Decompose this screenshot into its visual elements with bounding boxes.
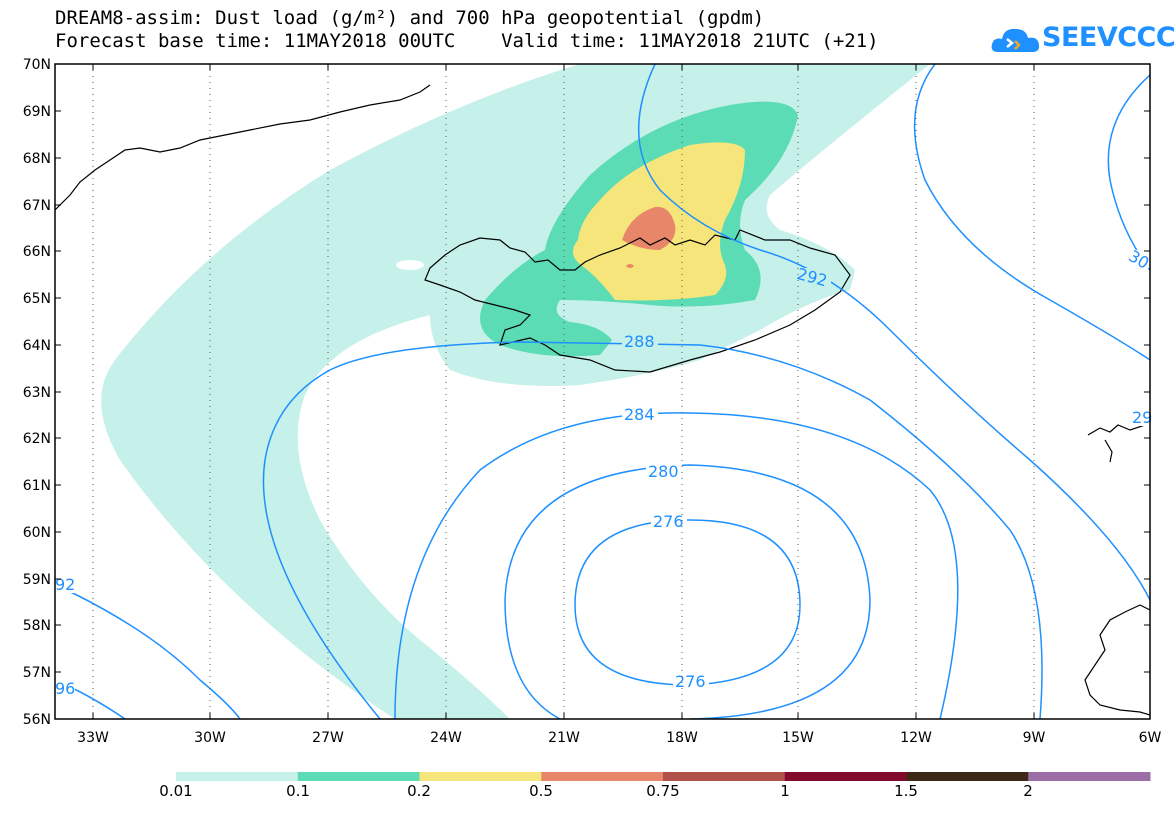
latitude-labels: 70N 69N 68N 67N 66N 65N 64N 63N 62N 61N … (23, 57, 51, 728)
lat-label: 57N (23, 665, 51, 681)
geopotential-contours (55, 64, 1150, 719)
legend-label: 0.1 (286, 782, 310, 800)
lat-label: 61N (23, 478, 51, 494)
contour-line-300 (913, 64, 1150, 361)
lon-label: 12W (900, 730, 932, 746)
lon-label: 33W (77, 730, 109, 746)
lon-label: 18W (666, 730, 698, 746)
contour-label: 92 (55, 575, 75, 594)
logo-text: SEEVCCC (1042, 22, 1175, 53)
legend-swatch (419, 772, 542, 781)
lat-label: 59N (23, 572, 51, 588)
contour-line-292-sw (55, 584, 241, 719)
legend-swatch (906, 772, 1029, 781)
legend-label: 2 (1023, 782, 1033, 800)
lat-label: 68N (23, 151, 51, 167)
contour-label: 280 (648, 462, 679, 481)
lat-label: 66N (23, 244, 51, 260)
map-frame-content (55, 64, 1150, 719)
contour-labels: 288 284 280 276 276 292 92 96 30 29 (55, 246, 1152, 698)
legend-label: 0.2 (407, 782, 431, 800)
contour-label: 284 (624, 405, 655, 424)
legend-swatch (784, 772, 907, 781)
contour-label: 288 (624, 332, 655, 351)
legend-label: 0.01 (159, 782, 193, 800)
lat-label: 67N (23, 198, 51, 214)
lon-label: 6W (1139, 730, 1162, 746)
contour-line-284 (394, 412, 959, 719)
lon-label: 15W (782, 730, 814, 746)
legend-label: 0.5 (529, 782, 553, 800)
map-title: DREAM8-assim: Dust load (g/m²) and 700 h… (55, 7, 765, 29)
lat-label: 70N (23, 57, 51, 73)
cloud-icon (991, 28, 1040, 52)
contour-label: 276 (653, 512, 684, 531)
dust-field-0.5-spot (626, 264, 634, 268)
legend-colorbar (176, 772, 1151, 781)
contour-label: 276 (675, 672, 706, 691)
contour-line-276 (574, 519, 801, 686)
legend-label: 0.75 (646, 782, 680, 800)
legend-swatch (1028, 772, 1151, 781)
lat-label: 62N (23, 431, 51, 447)
legend-swatch (176, 772, 299, 781)
lon-label: 27W (312, 730, 344, 746)
contour-label: 96 (55, 679, 75, 698)
dust-field-0.01 (101, 64, 930, 719)
contour-line-288 (262, 341, 1043, 719)
contour-label: 29 (1132, 408, 1152, 427)
legend-swatch (541, 772, 664, 781)
legend-swatch (297, 772, 420, 781)
lon-label: 24W (430, 730, 462, 746)
lat-label: 58N (23, 618, 51, 634)
contour-line-292 (638, 64, 1150, 601)
scotland-coastline (1084, 604, 1150, 716)
lat-label: 69N (23, 104, 51, 120)
tick-marks (55, 63, 1151, 720)
dust-free-patch (396, 260, 424, 270)
greenland-coastline (55, 84, 431, 211)
legend-label: 1 (780, 782, 790, 800)
lon-label: 30W (194, 730, 226, 746)
lat-label: 60N (23, 525, 51, 541)
longitude-labels: 33W 30W 27W 24W 21W 18W 15W 12W 9W 6W (77, 730, 1161, 746)
lat-label: 63N (23, 385, 51, 401)
legend-label: 1.5 (894, 782, 918, 800)
lon-label: 21W (548, 730, 580, 746)
lat-label: 65N (23, 291, 51, 307)
contour-line-280 (504, 464, 871, 719)
seevccc-logo: SEEVCCC (990, 20, 1175, 60)
lon-label: 9W (1023, 730, 1046, 746)
contour-line-304 (1107, 74, 1150, 271)
lat-label: 64N (23, 338, 51, 354)
legend-swatch (663, 772, 786, 781)
map-subtitle: Forecast base time: 11MAY2018 00UTC Vali… (55, 30, 879, 52)
lat-label: 56N (23, 712, 51, 728)
iceland-coastline (424, 229, 851, 373)
